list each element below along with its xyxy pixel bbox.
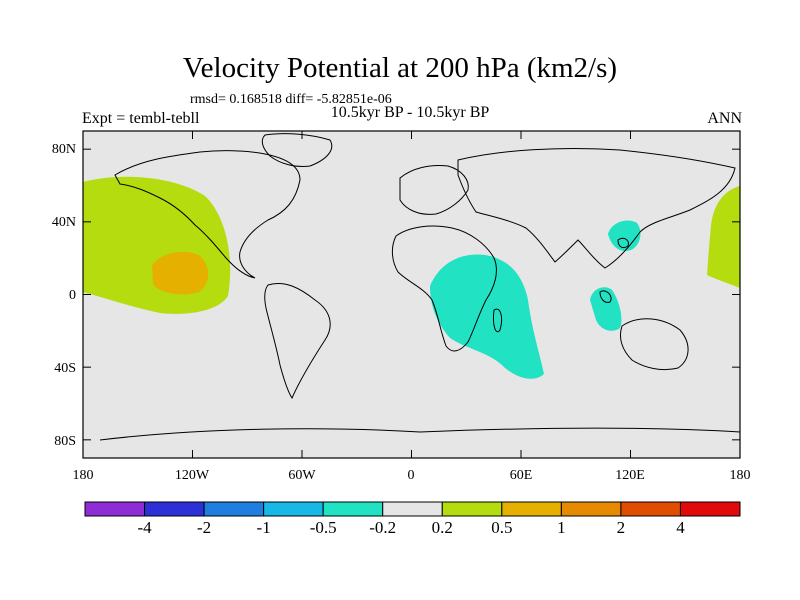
region-central-pacific-max <box>152 251 209 295</box>
region-east-asia-negative <box>608 220 641 252</box>
colorbar-label: 1 <box>557 518 566 537</box>
lat-label-0: 0 <box>69 288 76 303</box>
colorbar-swatch <box>501 501 562 517</box>
chart-title: Velocity Potential at 200 hPa (km2/s) <box>182 52 618 84</box>
season-label: ANN <box>707 110 742 127</box>
lon-label-60w: 60W <box>288 468 316 483</box>
lat-label-80s: 80S <box>54 434 76 449</box>
experiment-label: Expt = tembl-tebll <box>82 110 200 127</box>
colorbar-swatch <box>560 501 622 517</box>
colorbar-swatch <box>263 501 324 517</box>
colorbar-label: 0.5 <box>491 518 513 537</box>
region-africa-indian-negative <box>430 254 544 379</box>
colorbar-swatch <box>84 501 146 517</box>
lon-label-60e: 60E <box>509 468 533 483</box>
coastlines <box>99 133 740 441</box>
lat-label-40n: 40N <box>51 215 76 230</box>
lat-label-80n: 80N <box>51 142 76 157</box>
stats-line: rmsd= 0.168518 diff= -5.82851e-06 <box>190 92 392 107</box>
colorbar-label: -1 <box>256 518 271 537</box>
lon-label-120w: 120W <box>174 468 210 483</box>
colorbar-label: 2 <box>616 518 626 537</box>
colorbar-swatch <box>441 501 503 517</box>
axis-ticks <box>82 131 741 458</box>
region-maritime-negative <box>590 287 622 331</box>
colorbar-swatch <box>144 501 205 517</box>
colorbar-swatch <box>203 501 265 517</box>
colorbar-swatch <box>322 501 384 517</box>
lon-label-0: 0 <box>407 468 415 483</box>
lon-label-180w: 180 <box>72 468 94 483</box>
colorbar-label: 0.2 <box>431 518 453 537</box>
lon-label-120e: 120E <box>615 468 645 483</box>
colorbar-swatch <box>679 501 741 517</box>
colorbar-label: -2 <box>196 518 212 537</box>
colorbar-swatch <box>382 501 443 517</box>
colorbar-label: -0.2 <box>369 518 397 537</box>
region-western-pacific-positive <box>707 186 740 288</box>
lat-label-40s: 40S <box>54 361 76 376</box>
colorbar-label: -4 <box>137 518 152 537</box>
colorbar-swatch <box>620 501 681 517</box>
lon-label-180e: 180 <box>729 468 751 483</box>
colorbar-label: -0.5 <box>309 518 337 537</box>
colorbar-label: 4 <box>676 518 685 537</box>
period-label: 10.5kyr BP - 10.5kyr BP <box>330 104 490 121</box>
